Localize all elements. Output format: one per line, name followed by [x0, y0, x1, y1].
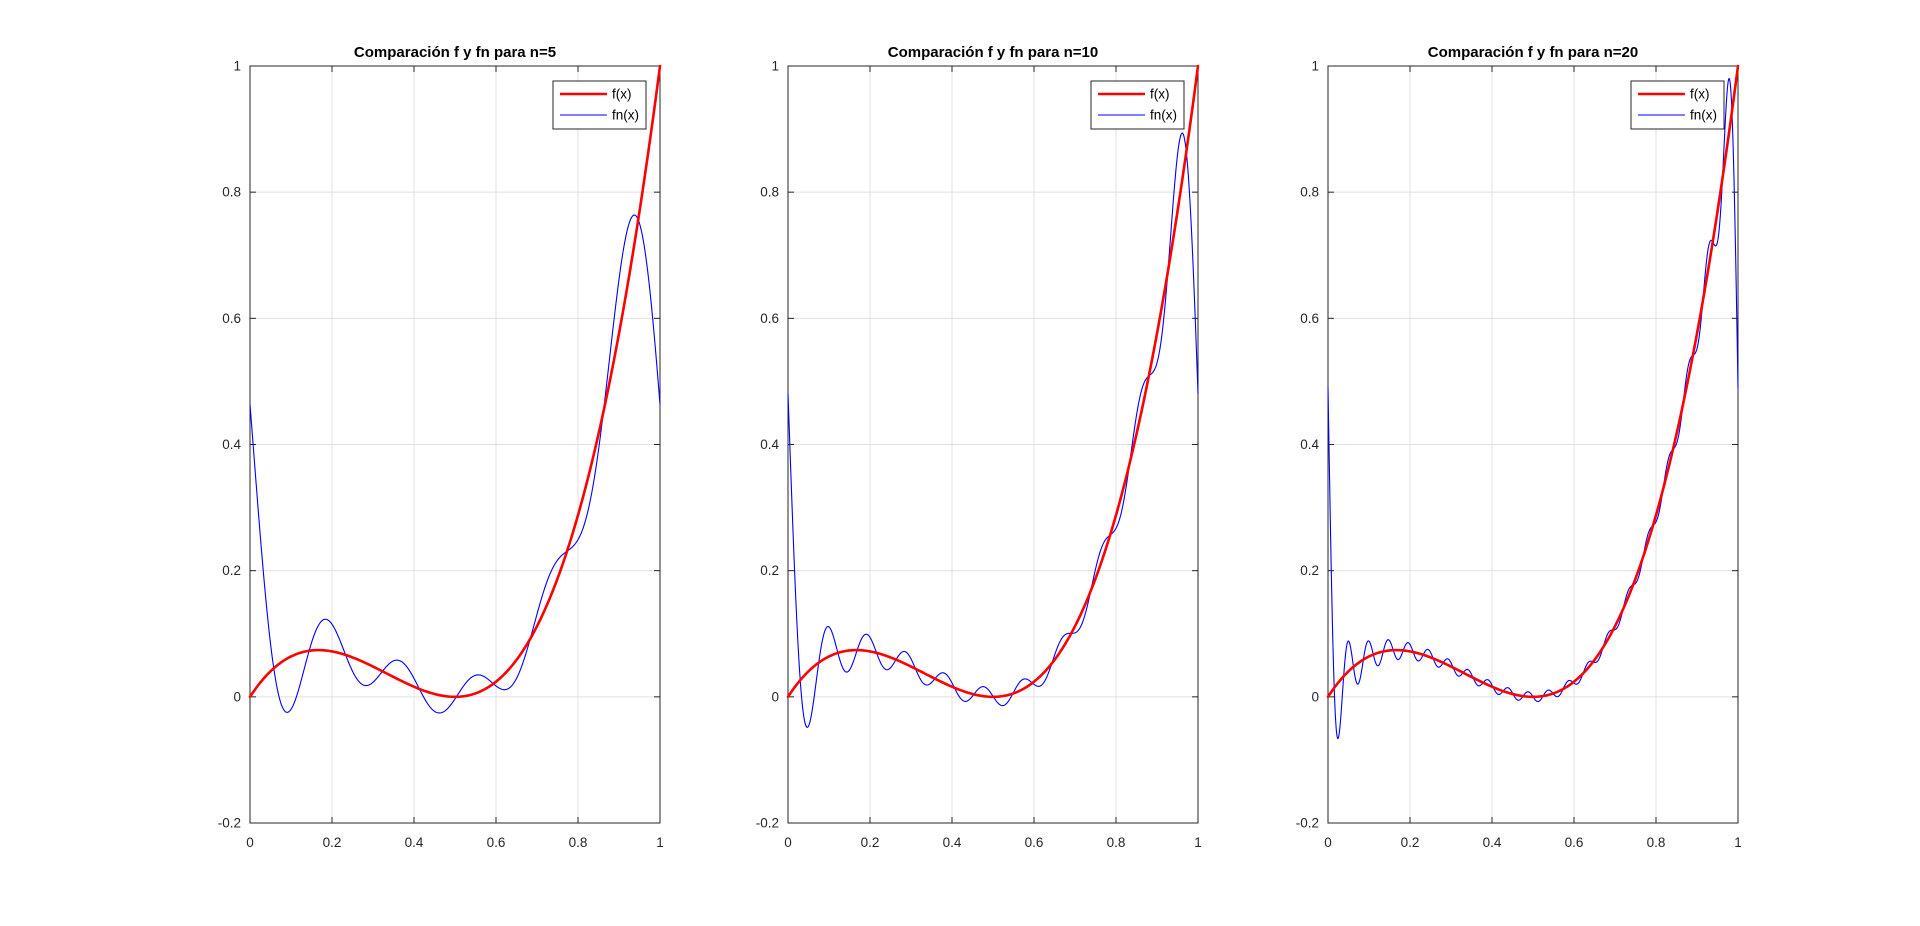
x-tick-label: 0.2 [323, 835, 342, 850]
subplot-title: Comparación f y fn para n=5 [354, 44, 556, 61]
x-tick-label: 0.2 [861, 835, 880, 850]
y-tick-label: 0.8 [760, 185, 779, 200]
y-tick-label: 0 [233, 689, 241, 704]
legend-box [1630, 80, 1725, 130]
subplot-title: Comparación f y fn para n=20 [1428, 44, 1638, 61]
x-tick-label: 0 [784, 835, 792, 850]
f-curve [1326, 64, 1740, 699]
y-tick-label: 0 [1311, 689, 1319, 704]
y-tick-label: 0.6 [222, 311, 241, 326]
y-tick-label: 0.8 [1300, 185, 1319, 200]
legend-label-fn: fn(x) [1690, 108, 1717, 123]
x-tick-label: 0.4 [1483, 835, 1502, 850]
y-tick-label: 0.2 [760, 563, 779, 578]
f-curve [248, 64, 662, 699]
legend-box [552, 80, 647, 130]
x-tick-label: 0.8 [569, 835, 588, 850]
legend-box [1090, 80, 1185, 130]
legend-label-f: f(x) [1150, 87, 1170, 102]
legend-label-fn: fn(x) [1150, 108, 1177, 123]
y-tick-label: 0.8 [222, 185, 241, 200]
x-tick-label: 0.8 [1107, 835, 1126, 850]
y-tick-label: 0.2 [222, 563, 241, 578]
x-tick-label: 0 [1324, 835, 1332, 850]
x-tick-label: 0.4 [943, 835, 962, 850]
y-tick-label: 0.6 [1300, 311, 1319, 326]
subplot-n20: 0 0.2 0.4 0.6 0.8 1 -0.2 0 0.2 0.4 0.6 0.8 1 Comparac… [1296, 44, 1742, 850]
x-tick-label: 1 [1734, 835, 1742, 850]
y-tick-label: 0.4 [760, 437, 779, 452]
subplot-n10: 0 0.2 0.4 0.6 0.8 1 -0.2 0 0.2 0.4 0.6 0.8 1 Comparac… [756, 44, 1202, 850]
legend-label-f: f(x) [1690, 87, 1710, 102]
y-tick-label: 1 [771, 59, 779, 74]
y-tick-label: -0.2 [756, 816, 779, 831]
legend: f(x) fn(x) [1630, 80, 1725, 130]
legend: f(x) fn(x) [552, 80, 647, 130]
y-tick-label: 0.6 [760, 311, 779, 326]
fn-curve [1327, 77, 1739, 740]
x-tick-label: 1 [656, 835, 664, 850]
y-tick-label: 1 [233, 59, 241, 74]
y-tick-label: 0 [771, 689, 779, 704]
subplot-title: Comparación f y fn para n=10 [888, 44, 1098, 61]
subplot-n5: 0 0.2 0.4 0.6 0.8 1 -0.2 0 0.2 0.4 0.6 0.8 1 Comparac… [218, 44, 664, 850]
f-curve [786, 64, 1200, 699]
legend-label-f: f(x) [612, 87, 632, 102]
x-tick-label: 1 [1194, 835, 1202, 850]
x-tick-label: 0.2 [1401, 835, 1420, 850]
x-tick-label: 0.8 [1647, 835, 1666, 850]
legend: f(x) fn(x) [1090, 80, 1185, 130]
x-tick-label: 0.4 [405, 835, 424, 850]
x-tick-label: 0.6 [1025, 835, 1044, 850]
y-tick-label: 0.4 [222, 437, 241, 452]
legend-label-fn: fn(x) [612, 108, 639, 123]
y-tick-label: 1 [1311, 59, 1319, 74]
x-tick-label: 0 [246, 835, 254, 850]
x-tick-label: 0.6 [487, 835, 506, 850]
y-tick-label: 0.2 [1300, 563, 1319, 578]
y-tick-label: -0.2 [1296, 816, 1319, 831]
y-tick-label: -0.2 [218, 816, 241, 831]
x-tick-label: 0.6 [1565, 835, 1584, 850]
fn-curve [249, 214, 661, 714]
y-tick-label: 0.4 [1300, 437, 1319, 452]
